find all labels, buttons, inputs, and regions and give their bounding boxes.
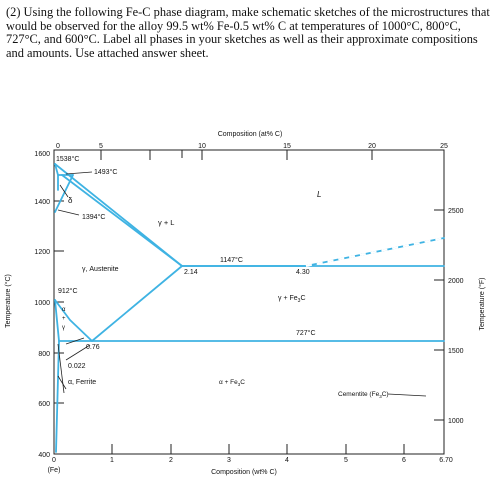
alpha-solvus (54, 299, 60, 342)
top-tick-label: 5 (99, 143, 103, 150)
bottom-tick-label: 6.70 (439, 457, 453, 464)
top-tick-label: 10 (198, 143, 206, 150)
left-tick-label: 800 (38, 351, 50, 358)
left-axis-title: Temperature (°C) (4, 274, 12, 328)
temp-label-1538: 1538°C (56, 155, 79, 163)
temp-label-1147: 1147°C (220, 256, 243, 264)
plot-frame (53, 149, 445, 455)
a3-line (54, 299, 93, 342)
question-paragraph: (2) Using the following Fe-C phase diagr… (6, 5, 490, 60)
question-text: (2) Using the following Fe-C phase diagr… (6, 5, 492, 60)
top-tick-label: 25 (440, 143, 448, 150)
top-tick-label: 0 (56, 143, 60, 150)
left-tick-label: 1600 (34, 151, 50, 158)
bottom-axis-title: Composition (wt% C) (211, 469, 277, 476)
alpha-solvus-low (55, 340, 60, 453)
right-ticks (434, 209, 444, 421)
delta-boundary (54, 163, 59, 191)
temp-label-1394: 1394°C (82, 213, 105, 221)
comp-label-076: 0.76 (86, 344, 100, 351)
gamma-liquid-label: γ + L (158, 218, 174, 227)
liquid-label: L (317, 190, 321, 199)
top-tick-label: 20 (368, 143, 376, 150)
alpha-cementite-label: α + Fe3C (219, 379, 245, 387)
temp-label-912: 912°C (58, 287, 78, 295)
bottom-ticks (53, 444, 405, 454)
left-tick-label: 1200 (34, 249, 50, 256)
right-tick-label: 2000 (448, 278, 464, 285)
bottom-tick-label: 4 (285, 457, 289, 464)
gamma-start-line (54, 174, 74, 213)
top-ticks (53, 150, 445, 160)
bottom-sublabel: (Fe) (48, 467, 61, 474)
austenite-label: γ, Austenite (82, 266, 119, 273)
bottom-tick-label: 6 (402, 457, 406, 464)
solidus-line (61, 174, 183, 267)
bottom-tick-label: 2 (169, 457, 173, 464)
right-axis-title: Temperature (°F) (478, 278, 486, 331)
temp-label-727: 727°C (296, 329, 316, 337)
bottom-tick-label: 5 (344, 457, 348, 464)
alpha-gamma-g: γ (62, 325, 65, 331)
alpha-gamma-a: α (62, 307, 66, 313)
cementite-liquidus-dashed (305, 237, 445, 267)
comp-label-214: 2.14 (184, 269, 198, 276)
bottom-tick-label: 3 (227, 457, 231, 464)
ferrite-label: α, Ferrite (68, 379, 96, 386)
bottom-tick-label: 0 (52, 457, 56, 464)
comp-label-0022: 0.022 (68, 363, 86, 370)
right-tick-label: 1500 (448, 348, 464, 355)
bottom-tick-label: 1 (110, 457, 114, 464)
comp-label-430: 4.30 (296, 269, 310, 276)
gamma-cementite-label: γ + Fe3C (278, 295, 306, 304)
temp-label-1493: 1493°C (94, 168, 117, 176)
acm-line (91, 265, 183, 342)
right-tick-label: 2500 (448, 208, 464, 215)
alpha-gamma-plus: + (62, 316, 66, 322)
left-tick-label: 400 (38, 452, 50, 459)
top-tick-label: 15 (283, 143, 291, 150)
right-tick-label: 1000 (448, 418, 464, 425)
phase-boundaries (54, 163, 445, 453)
left-tick-label: 1000 (34, 300, 50, 307)
delta-label: δ (68, 196, 73, 205)
top-axis-title: Composition (at% C) (218, 131, 283, 138)
label-arrows (57, 171, 427, 397)
left-tick-label: 1400 (34, 199, 50, 206)
cementite-label: Cementite (Fe3C) (338, 391, 389, 399)
left-tick-label: 600 (38, 401, 50, 408)
